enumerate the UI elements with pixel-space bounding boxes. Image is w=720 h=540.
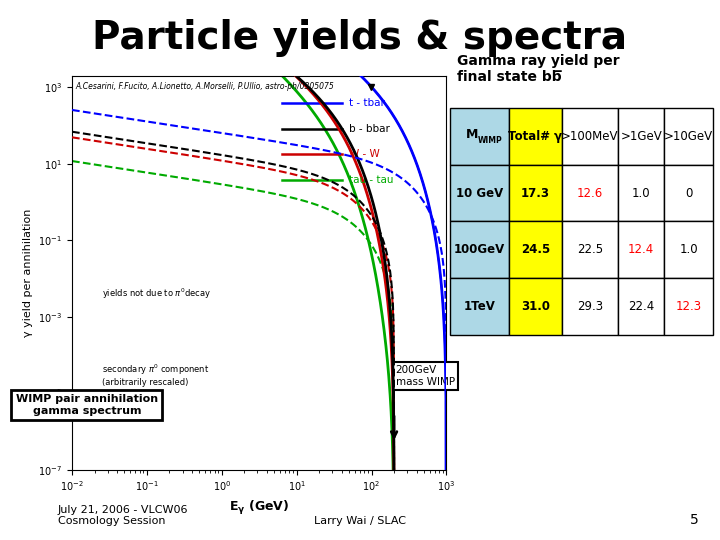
Bar bbox=[509, 108, 562, 165]
Text: tau - tau: tau - tau bbox=[349, 175, 394, 185]
Text: 12.6: 12.6 bbox=[577, 186, 603, 200]
Text: 17.3: 17.3 bbox=[521, 186, 550, 200]
Text: 22.4: 22.4 bbox=[628, 300, 654, 313]
Text: M: M bbox=[466, 127, 478, 140]
Bar bbox=[664, 221, 713, 278]
X-axis label: $\mathbf{E_\gamma}$ (GeV): $\mathbf{E_\gamma}$ (GeV) bbox=[229, 499, 289, 517]
Text: yields not due to $\pi^0$decay: yields not due to $\pi^0$decay bbox=[102, 287, 211, 301]
Text: >100MeV: >100MeV bbox=[561, 130, 618, 143]
Text: 10 GeV: 10 GeV bbox=[456, 186, 503, 200]
Text: 200GeV
mass WIMP: 200GeV mass WIMP bbox=[396, 365, 455, 387]
Bar bbox=[618, 278, 664, 335]
Text: 1TeV: 1TeV bbox=[464, 300, 495, 313]
Text: 29.3: 29.3 bbox=[577, 300, 603, 313]
Bar bbox=[562, 221, 618, 278]
Text: WIMP: WIMP bbox=[477, 137, 503, 145]
Text: t - tbar: t - tbar bbox=[349, 98, 385, 108]
Bar bbox=[562, 165, 618, 221]
Text: 100GeV: 100GeV bbox=[454, 243, 505, 256]
Text: total yields: total yields bbox=[0, 539, 1, 540]
Bar bbox=[509, 221, 562, 278]
Bar bbox=[664, 165, 713, 221]
Text: 24.5: 24.5 bbox=[521, 243, 550, 256]
Bar bbox=[509, 165, 562, 221]
Bar bbox=[509, 278, 562, 335]
Text: 1.0: 1.0 bbox=[632, 186, 650, 200]
Text: >10GeV: >10GeV bbox=[664, 130, 713, 143]
Text: 12.4: 12.4 bbox=[628, 243, 654, 256]
Bar bbox=[450, 278, 509, 335]
Text: July 21, 2006 - VLCW06
Cosmology Session: July 21, 2006 - VLCW06 Cosmology Session bbox=[58, 505, 188, 526]
Bar bbox=[664, 108, 713, 165]
Text: 1.0: 1.0 bbox=[679, 243, 698, 256]
Y-axis label: γ yield per annihilation: γ yield per annihilation bbox=[23, 208, 32, 337]
Text: 22.5: 22.5 bbox=[577, 243, 603, 256]
Bar bbox=[450, 221, 509, 278]
Bar bbox=[618, 165, 664, 221]
Text: 0: 0 bbox=[685, 186, 692, 200]
Text: 12.3: 12.3 bbox=[675, 300, 701, 313]
Text: Gamma ray yield per
final state bb̅: Gamma ray yield per final state bb̅ bbox=[457, 54, 620, 84]
Bar bbox=[618, 221, 664, 278]
Text: 5: 5 bbox=[690, 512, 698, 526]
Text: 31.0: 31.0 bbox=[521, 300, 550, 313]
Bar bbox=[562, 108, 618, 165]
Text: Particle yields & spectra: Particle yields & spectra bbox=[92, 19, 628, 57]
Bar bbox=[450, 108, 509, 165]
Text: secondary $\pi^0$ component
(arbitrarily rescaled): secondary $\pi^0$ component (arbitrarily… bbox=[102, 362, 209, 387]
Text: >1GeV: >1GeV bbox=[621, 130, 662, 143]
Bar bbox=[450, 165, 509, 221]
Bar bbox=[618, 108, 664, 165]
Text: A.Cesarini, F.Fucito, A.Lionetto, A.Morselli, P.Ullio, astro-ph/0305075: A.Cesarini, F.Fucito, A.Lionetto, A.Mors… bbox=[76, 82, 335, 91]
Text: Larry Wai / SLAC: Larry Wai / SLAC bbox=[314, 516, 406, 526]
Text: WIMP pair annihilation
gamma spectrum: WIMP pair annihilation gamma spectrum bbox=[16, 394, 158, 416]
Text: b - bbar: b - bbar bbox=[349, 124, 390, 134]
Text: W - W: W - W bbox=[349, 150, 380, 159]
Text: Total# γ: Total# γ bbox=[508, 130, 562, 143]
Bar bbox=[562, 278, 618, 335]
Bar bbox=[664, 278, 713, 335]
